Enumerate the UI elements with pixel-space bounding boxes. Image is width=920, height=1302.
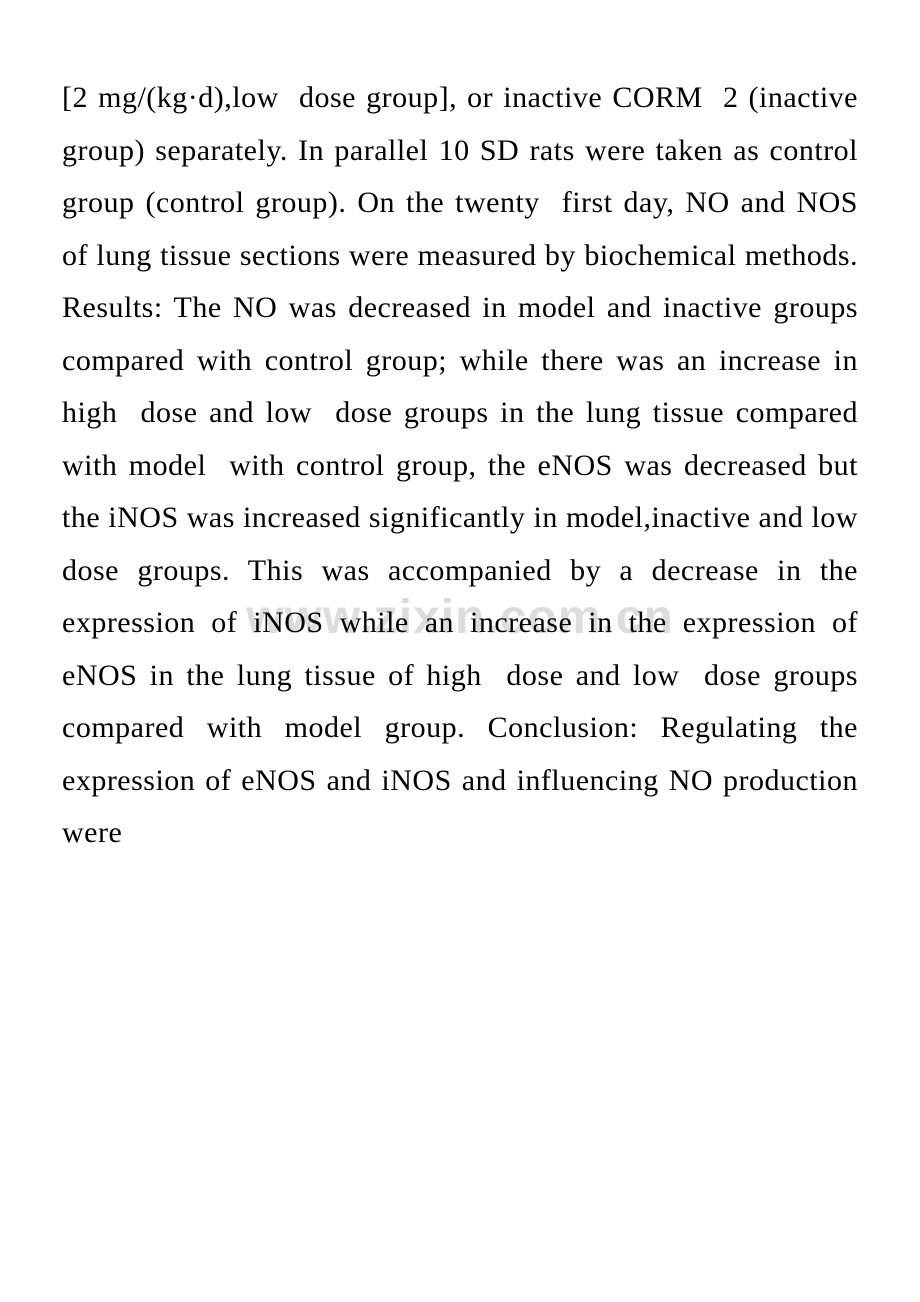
page-container: www.zixin.com.cn [2 mg/(kg·d),low dose g…	[0, 0, 920, 1302]
body-paragraph: [2 mg/(kg·d),low dose group], or inactiv…	[62, 72, 858, 860]
content-layer: [2 mg/(kg·d),low dose group], or inactiv…	[62, 72, 858, 860]
